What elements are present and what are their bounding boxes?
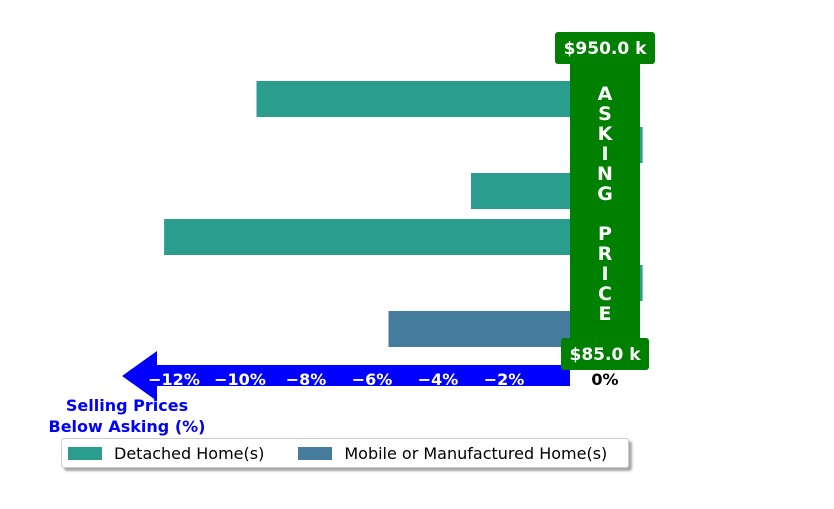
x-tick-1: −10% <box>214 370 266 389</box>
asking-letter-3: I <box>601 143 608 165</box>
asking-letter-5: G <box>597 183 613 205</box>
asking-letter-8: R <box>598 243 613 265</box>
x-tick-6: 0% <box>591 370 618 389</box>
bar-1 <box>256 81 570 117</box>
price-min-badge: $85.0 k <box>570 345 642 365</box>
price-max-badge: $950.0 k <box>564 39 648 59</box>
arrow-shape <box>122 351 570 401</box>
asking-letter-7: P <box>598 223 612 245</box>
asking-letter-11: E <box>599 303 612 325</box>
x-tick-5: −2% <box>484 370 525 389</box>
bar-4 <box>164 219 570 255</box>
x-axis-arrow <box>122 351 570 401</box>
x-axis-label: Selling Prices Below Asking (%) <box>49 396 206 436</box>
x-tick-3: −6% <box>352 370 393 389</box>
asking-letter-10: C <box>598 283 612 305</box>
legend-swatch-mobile <box>298 446 333 460</box>
asking-letter-1: S <box>598 103 612 125</box>
asking-letter-4: N <box>597 163 613 185</box>
price-badges: $950.0 k $85.0 k <box>555 32 655 370</box>
x-tick-4: −4% <box>418 370 459 389</box>
legend-label-detached: Detached Home(s) <box>114 443 265 463</box>
legend-label-mobile: Mobile or Manufactured Home(s) <box>344 443 608 463</box>
x-tick-0: −12% <box>148 370 200 389</box>
asking-band-rect <box>570 60 640 348</box>
legend-item-detached: Detached Home(s) <box>68 444 264 463</box>
x-tick-2: −8% <box>286 370 327 389</box>
legend: Detached Home(s) Mobile or Manufactured … <box>61 438 629 468</box>
x-tick-labels: −12% −10% −8% −6% −4% −2% 0% <box>148 370 618 389</box>
price-max-badge-box <box>555 32 655 64</box>
bar-3 <box>471 173 570 209</box>
price-min-badge-box <box>561 338 649 370</box>
legend-item-mobile: Mobile or Manufactured Home(s) <box>298 444 607 463</box>
asking-letter-0: A <box>598 83 613 105</box>
bar-6 <box>388 311 570 347</box>
legend-swatch-detached <box>68 446 102 460</box>
asking-letter-9: I <box>601 263 608 285</box>
asking-letter-2: K <box>598 123 614 145</box>
